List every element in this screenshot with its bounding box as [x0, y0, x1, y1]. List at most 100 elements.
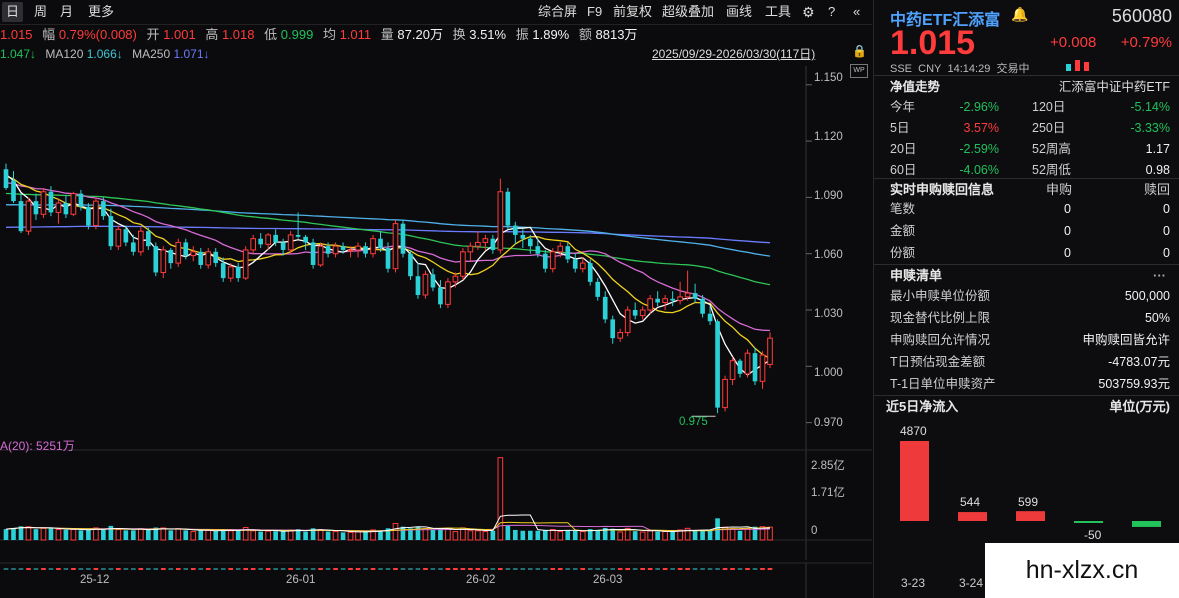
indicator-bar [340, 568, 346, 570]
volume-bar [527, 530, 533, 540]
composite-screen-button[interactable]: 综合屏 [538, 4, 578, 19]
volume-bar [744, 528, 751, 541]
indicator-bar [265, 568, 271, 570]
candle-body [400, 223, 406, 254]
period-toolbar: 日 周 月 更多 综合屏 F9 前复权 超级叠加 画线 工具 ⚙ ? « [0, 0, 872, 25]
redeem-value: 0 [1163, 246, 1170, 260]
kline-chart[interactable] [0, 0, 872, 598]
list-header[interactable]: 申赎清单 ··· [874, 264, 1179, 287]
candle-body [467, 245, 474, 253]
flow-bar [1074, 521, 1103, 523]
amplitude-label: 振 [515, 27, 529, 42]
price-tick: 0.970 [814, 417, 843, 429]
gear-icon[interactable]: ⚙ [802, 4, 815, 20]
price-tick: 1.150 [814, 72, 843, 84]
candle-body [513, 225, 518, 235]
volume-bar [579, 531, 586, 541]
indicator-bar [123, 568, 129, 570]
flow-title: 近5日净流入 [886, 399, 959, 414]
indicator-bar [408, 568, 413, 570]
watermark: hn-xlzx.cn [985, 543, 1179, 598]
flow-bar [958, 512, 987, 521]
candle-body [55, 202, 62, 213]
amplitude-value: 1.89% [532, 27, 570, 42]
more-icon[interactable]: ··· [1153, 268, 1166, 283]
volume-bar [355, 531, 361, 541]
subscribe-row: 笔数 0 0 [874, 198, 1179, 220]
indicator-bar [445, 568, 451, 570]
candle-body [722, 378, 728, 409]
tab-week[interactable]: 周 [34, 4, 48, 19]
tab-day[interactable]: 日 [2, 2, 24, 22]
draw-line-button[interactable]: 画线 [726, 4, 753, 19]
indicator-bar [280, 568, 286, 570]
volume-bar [729, 528, 736, 541]
volume-bar [572, 530, 578, 540]
wp-icon[interactable]: WP [850, 64, 868, 78]
candle-body [18, 201, 24, 232]
indicator-bar [213, 568, 219, 570]
perf-value: -3.33% [1130, 121, 1170, 135]
volume-bar [415, 527, 421, 540]
volume-bar [497, 457, 504, 541]
indicator-bar [101, 568, 106, 570]
open-label: 开 [146, 27, 160, 42]
alert-bell-icon[interactable]: 🔔 [1011, 6, 1029, 22]
super-overlay-button[interactable]: 超级叠加 [662, 4, 715, 19]
volume-bar [467, 530, 474, 541]
indicator-bar [258, 568, 263, 570]
nav-fund-name: 汇添富中证中药ETF [1058, 80, 1170, 94]
indicator-bar [565, 568, 571, 570]
market-status: SSE CNY 14:14:29 交易中 [890, 60, 1029, 76]
subscribe-row: 金额 0 0 [874, 220, 1179, 242]
candle-body [70, 193, 77, 215]
list-row: 最小申赎单位份额 500,000 [874, 285, 1179, 307]
indicator-bar [33, 568, 39, 570]
lock-icon[interactable]: 🔒 [852, 44, 867, 58]
volume-bar [303, 531, 308, 540]
indicator-bar [685, 568, 690, 570]
volume-bar [11, 527, 16, 540]
subscribe-row-label: 笔数 [890, 202, 916, 216]
candle-body [198, 251, 204, 265]
date-range-label[interactable]: 2025/09/29-2026/03/30(117日) [652, 47, 816, 61]
forward-adjust-button[interactable]: 前复权 [613, 4, 653, 19]
candle-body [138, 230, 144, 253]
volume-bar [587, 529, 593, 540]
volume-bar [482, 531, 489, 541]
tools-button[interactable]: 工具 [765, 4, 792, 19]
perf-label: 120日 [1032, 100, 1066, 114]
volume-ma-label: A(20): 5251万 [0, 439, 75, 453]
candle-body [86, 206, 91, 226]
indicator-bar [542, 568, 548, 570]
indicator-bar [318, 568, 323, 570]
indicator-bar [183, 568, 189, 570]
perf-value: 0.98 [1145, 163, 1170, 177]
candle-body [265, 234, 271, 245]
help-icon[interactable]: ? [828, 4, 836, 19]
price-tick: 1.030 [814, 308, 843, 320]
perf-value: -2.96% [959, 100, 999, 114]
tab-more[interactable]: 更多 [88, 4, 115, 19]
volume-bar [325, 531, 331, 540]
volume-value: 87.20万 [397, 27, 443, 42]
flow-value-label: 599 [1018, 495, 1039, 509]
perf-label: 60日 [890, 163, 917, 177]
volume-bar [700, 529, 705, 540]
volume-bar [40, 527, 47, 541]
indicator-bar [26, 568, 31, 570]
candle-body [363, 246, 368, 254]
price-tick: 1.060 [814, 249, 843, 261]
f9-button[interactable]: F9 [587, 4, 603, 19]
mini-bar-icon [1075, 60, 1080, 71]
subscribe-title: 实时申购赎回信息 [890, 182, 995, 197]
tab-month[interactable]: 月 [60, 4, 74, 19]
date-tick: 26-02 [466, 574, 496, 586]
collapse-icon[interactable]: « [853, 4, 861, 19]
nav-header[interactable]: 净值走势 汇添富中证中药ETF [874, 76, 1179, 98]
volume-bar [392, 522, 399, 541]
fund-code: 560080 [1111, 6, 1172, 26]
ma60-value: 1.047 [0, 47, 31, 61]
price-change-pct: +0.79% [1120, 34, 1172, 51]
volume-bar [707, 530, 713, 540]
